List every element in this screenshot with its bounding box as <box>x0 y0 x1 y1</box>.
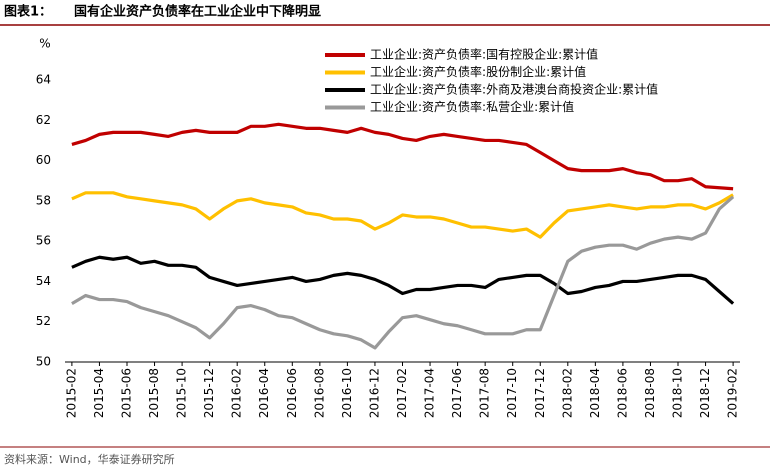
x-tick-label: 2018-02 <box>560 368 574 418</box>
y-tick-label: 62 <box>36 113 51 127</box>
x-tick-label: 2015-12 <box>202 368 216 418</box>
source: 资料来源：Wind，华泰证券研究所 <box>4 452 175 466</box>
x-tick-label: 2015-10 <box>175 368 189 418</box>
x-tick-label: 2017-08 <box>478 368 492 418</box>
x-tick-label: 2016-02 <box>230 368 244 418</box>
x-tick-label: 2016-12 <box>367 368 381 418</box>
x-tick-label: 2018-10 <box>671 368 685 418</box>
y-unit: % <box>39 37 50 51</box>
series-line <box>71 255 735 305</box>
y-tick-label: 58 <box>36 193 51 207</box>
x-tick-label: 2016-10 <box>340 368 354 418</box>
x-tick-label: 2017-10 <box>505 368 519 418</box>
x-tick-label: 2017-04 <box>423 368 437 418</box>
y-tick-label: 56 <box>36 234 51 248</box>
x-tick-label: 2015-08 <box>147 368 161 418</box>
x-tick-label: 2015-02 <box>64 368 78 418</box>
x-tick-label: 2018-04 <box>588 368 602 418</box>
y-tick-label: 50 <box>36 355 51 369</box>
legend-label: 工业企业:资产负债率:股份制企业:累计值 <box>370 64 586 79</box>
chart-title: 国有企业资产负债率在工业企业中下降明显 <box>74 4 321 20</box>
legend-label: 工业企业:资产负债率:外商及港澳台商投资企业:累计值 <box>370 82 658 97</box>
y-tick-label: 60 <box>36 153 51 167</box>
x-tick-label: 2015-06 <box>119 368 133 418</box>
y-tick-label: 52 <box>36 314 51 328</box>
x-tick-label: 2017-06 <box>450 368 464 418</box>
x-tick-label: 2016-04 <box>257 368 271 418</box>
legend-label: 工业企业:资产负债率:私营企业:累计值 <box>370 99 574 114</box>
series-line <box>71 122 734 191</box>
x-tick-label: 2016-06 <box>285 368 299 418</box>
x-tick-label: 2018-06 <box>615 368 629 418</box>
x-tick-label: 2016-08 <box>312 368 326 418</box>
y-tick-label: 54 <box>36 274 51 288</box>
legend-label: 工业企业:资产负债率:国有控股企业:累计值 <box>370 47 598 62</box>
x-tick-label: 2018-08 <box>643 368 657 418</box>
x-tick-label: 2019-02 <box>726 368 740 418</box>
x-tick-label: 2018-12 <box>698 368 712 418</box>
x-tick-label: 2015-04 <box>92 368 106 418</box>
series-line <box>71 195 735 350</box>
figure-label: 图表1： <box>4 4 52 20</box>
series-line <box>71 191 734 239</box>
x-tick-label: 2017-12 <box>533 368 547 418</box>
x-tick-label: 2017-02 <box>395 368 409 418</box>
y-tick-label: 64 <box>36 73 51 87</box>
